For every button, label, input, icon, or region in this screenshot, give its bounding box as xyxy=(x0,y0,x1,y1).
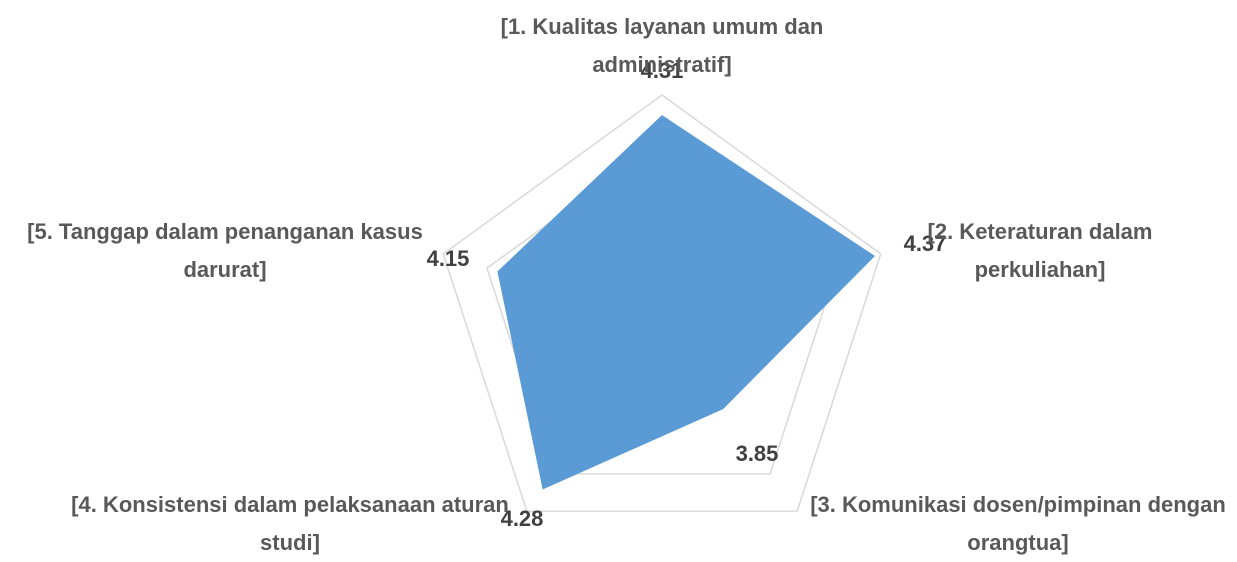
grid-ring xyxy=(442,94,882,512)
category-label: [4. Konsistensi dalam pelaksanaan aturan… xyxy=(71,492,509,555)
data-label: 4.31 xyxy=(641,58,684,83)
data-label: 4.15 xyxy=(427,246,470,271)
radar-area xyxy=(497,115,875,490)
data-label: 3.85 xyxy=(736,441,779,466)
data-label: 4.28 xyxy=(501,506,544,531)
category-label: [3. Komunikasi dosen/pimpinan dengan ora… xyxy=(810,492,1226,555)
category-label: [1. Kualitas layanan umum dan administra… xyxy=(500,14,824,77)
category-label: [5. Tanggap dalam penanganan kasus darur… xyxy=(27,219,423,282)
category-label: [2. Keteraturan dalam perkuliahan] xyxy=(927,219,1153,282)
data-label: 4.37 xyxy=(904,231,947,256)
